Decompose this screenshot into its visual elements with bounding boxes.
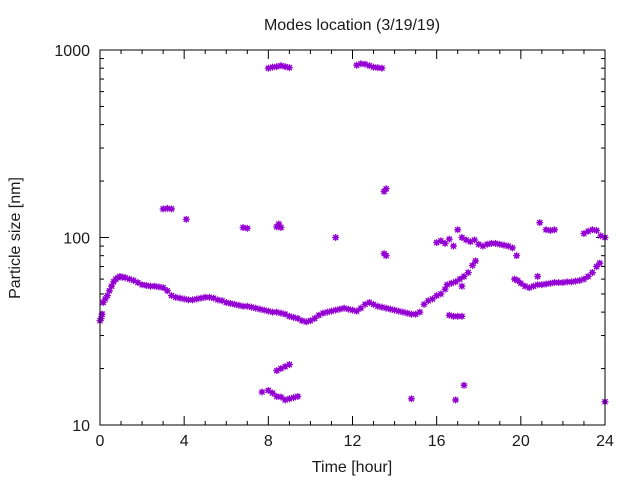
data-points xyxy=(96,60,609,406)
data-point xyxy=(536,219,544,227)
data-point xyxy=(380,187,388,195)
data-point xyxy=(168,205,176,213)
y-axis-label: Particle size [nm] xyxy=(7,177,24,299)
y-tick-label: 10 xyxy=(72,418,90,435)
data-point xyxy=(452,396,460,404)
data-point xyxy=(159,284,167,292)
data-point xyxy=(596,259,604,267)
x-tick-label: 24 xyxy=(596,433,614,450)
data-point xyxy=(315,311,323,319)
data-point xyxy=(264,64,272,72)
data-point xyxy=(460,381,468,389)
data-point xyxy=(460,272,468,280)
plot-frame xyxy=(99,49,606,426)
x-tick-label: 16 xyxy=(428,433,446,450)
data-point xyxy=(243,224,251,232)
data-point xyxy=(218,297,226,305)
data-point xyxy=(349,306,356,314)
data-point xyxy=(441,239,449,247)
data-point xyxy=(445,235,453,243)
data-point xyxy=(580,275,588,283)
data-point xyxy=(277,393,285,401)
data-point xyxy=(258,388,266,396)
data-point xyxy=(353,307,361,315)
data-point xyxy=(468,261,476,269)
x-tick-label: 12 xyxy=(344,433,362,450)
data-point xyxy=(458,312,466,320)
data-point xyxy=(437,237,445,245)
x-tick-label: 4 xyxy=(180,433,189,450)
data-point xyxy=(277,309,285,317)
data-point xyxy=(201,293,209,301)
data-point xyxy=(420,300,428,308)
data-point xyxy=(517,279,525,287)
data-point xyxy=(458,282,466,290)
data-point xyxy=(99,299,107,307)
x-axis-label: Time [hour] xyxy=(312,459,392,476)
data-point xyxy=(327,307,335,315)
data-point xyxy=(395,307,403,315)
data-point xyxy=(407,395,415,403)
data-point xyxy=(450,242,457,250)
data-point xyxy=(273,392,281,400)
data-point xyxy=(471,236,479,244)
data-point xyxy=(452,278,460,286)
data-point xyxy=(508,244,516,252)
data-point xyxy=(513,252,521,260)
x-tick-label: 0 xyxy=(96,433,105,450)
data-point xyxy=(542,226,550,234)
data-point xyxy=(534,272,542,280)
data-point xyxy=(588,269,596,277)
axis-ticks: 0 4 8 12 16 20 24 10 100 1000 xyxy=(54,43,614,450)
data-point xyxy=(472,257,480,265)
y-tick-label: 100 xyxy=(63,231,90,248)
data-point xyxy=(437,290,445,298)
data-point xyxy=(464,269,472,277)
data-point xyxy=(492,239,500,247)
data-point xyxy=(454,226,462,234)
data-point xyxy=(382,252,390,260)
data-point xyxy=(374,302,382,310)
data-point xyxy=(285,64,293,72)
data-point xyxy=(285,361,293,369)
data-point xyxy=(277,224,285,232)
data-point xyxy=(454,312,462,320)
data-point xyxy=(163,287,171,295)
y-tick-label: 1000 xyxy=(54,43,90,60)
data-point xyxy=(551,226,558,234)
data-point xyxy=(593,226,601,234)
data-point xyxy=(357,304,365,312)
data-point xyxy=(182,215,190,223)
x-tick-label: 8 xyxy=(264,433,273,450)
data-point xyxy=(416,308,424,316)
data-point xyxy=(403,309,411,317)
chart-title: Modes location (3/19/19) xyxy=(264,17,440,34)
data-point xyxy=(332,234,340,241)
x-tick-label: 20 xyxy=(512,433,530,450)
data-point xyxy=(378,64,386,72)
data-point xyxy=(294,392,302,400)
data-point xyxy=(311,314,319,322)
